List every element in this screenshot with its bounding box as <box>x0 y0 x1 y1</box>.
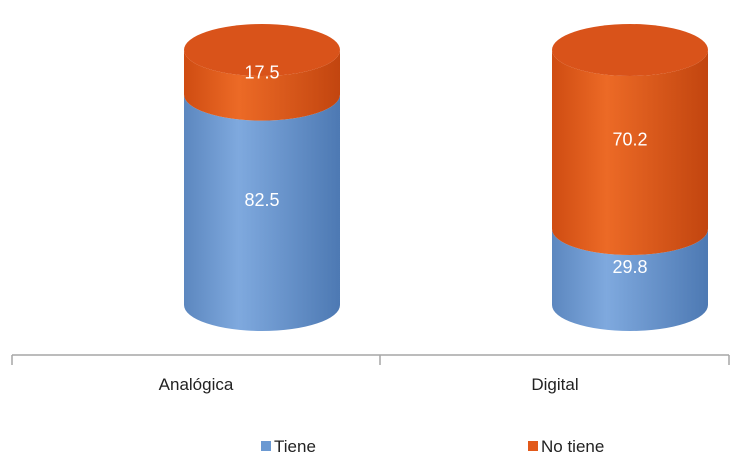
x-tick-label: Analógica <box>159 375 234 394</box>
x-tick-label: Digital <box>531 375 578 394</box>
data-label: 82.5 <box>244 190 279 210</box>
legend-swatch-tiene <box>261 441 271 451</box>
x-axis <box>11 354 730 365</box>
bars-layer <box>184 24 708 331</box>
category-labels: Analógica Digital <box>159 375 579 394</box>
data-label: 17.5 <box>244 62 279 82</box>
bar-top-cap-analógica <box>184 24 340 76</box>
bar-segment-digital-tiene <box>552 229 708 331</box>
bar-segment-digital-no-tiene <box>552 50 708 256</box>
bar-segment-analógica-tiene <box>184 94 340 331</box>
legend-swatch-no-tiene <box>528 441 538 451</box>
bar-top-cap-digital <box>552 24 708 76</box>
legend: Tiene No tiene <box>261 437 604 456</box>
legend-label: Tiene <box>274 437 316 456</box>
data-labels-layer: 82.5 17.5 29.8 70.2 <box>244 62 647 277</box>
bar-segment-analógica-no-tiene <box>184 50 340 121</box>
legend-label: No tiene <box>541 437 604 456</box>
data-label: 29.8 <box>612 257 647 277</box>
data-label: 70.2 <box>612 130 647 150</box>
